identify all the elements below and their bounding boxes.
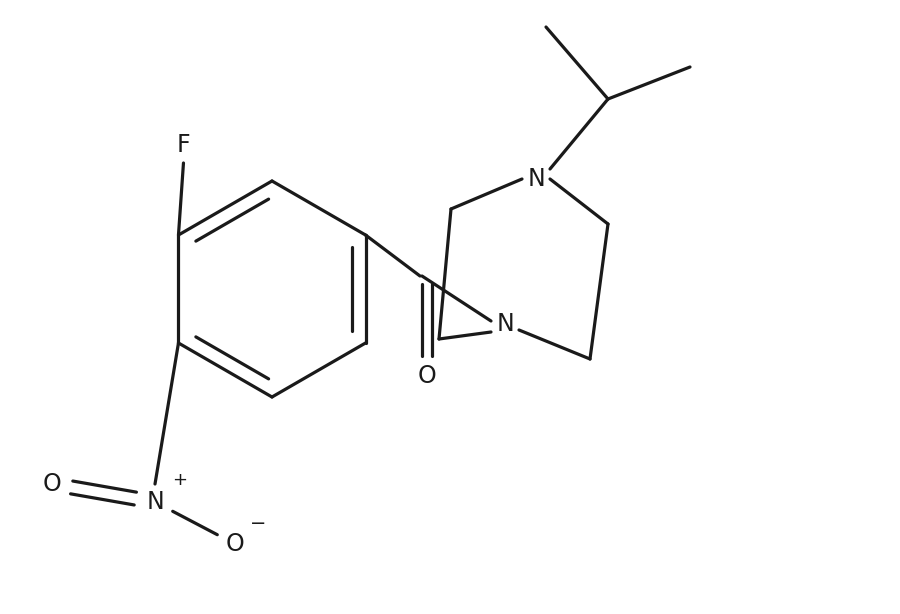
Text: N: N	[146, 490, 164, 514]
Text: O: O	[42, 472, 61, 496]
Text: F: F	[176, 133, 190, 157]
Text: N: N	[527, 167, 544, 191]
Text: O: O	[418, 364, 436, 388]
Text: O: O	[226, 532, 245, 556]
Text: −: −	[250, 515, 266, 534]
Text: N: N	[496, 312, 514, 336]
Text: +: +	[173, 471, 187, 489]
